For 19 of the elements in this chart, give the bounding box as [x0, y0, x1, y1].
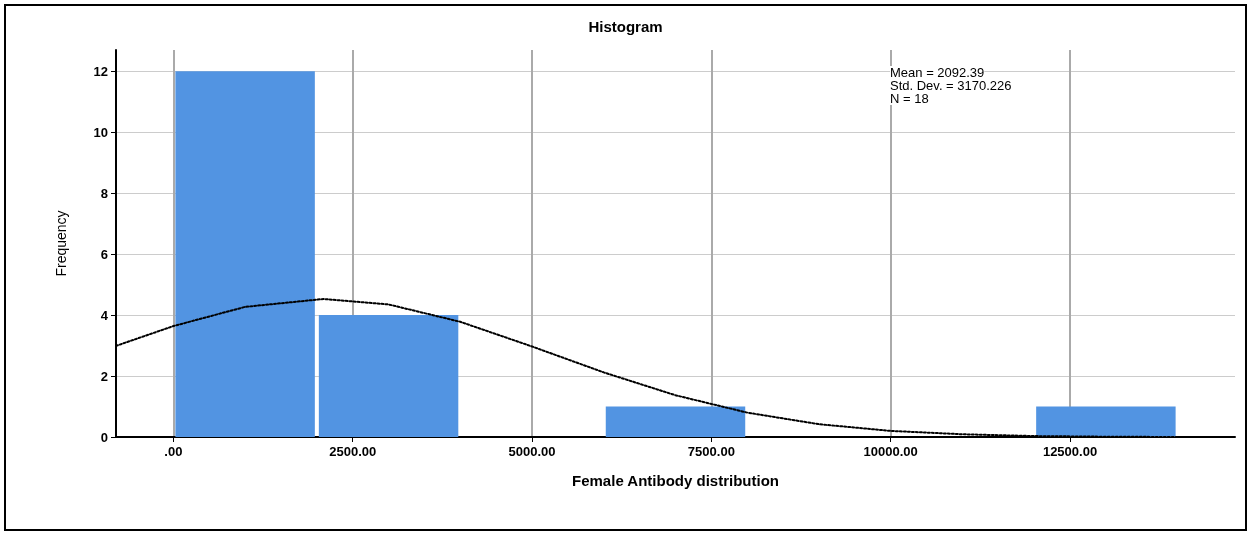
annotation: Std. Dev. = 3170.226	[890, 78, 1012, 93]
x-axis-title: Female Antibody distribution	[572, 472, 779, 489]
y-tick-label: 12	[93, 63, 108, 79]
annotation: Mean = 2092.39	[890, 65, 985, 80]
y-tick-label: 10	[93, 124, 108, 140]
x-tick-label: 7500.00	[687, 444, 735, 459]
chart-title: Histogram	[588, 18, 663, 35]
y-axis-title: Frequency	[53, 210, 69, 277]
x-tick-label: 2500.00	[329, 444, 377, 459]
y-tick-label: 4	[100, 307, 109, 323]
annotation: N = 18	[890, 91, 929, 106]
y-tick-label: 6	[100, 246, 108, 262]
x-tick-label: .00	[164, 444, 183, 459]
y-tick-label: 2	[100, 368, 108, 384]
y-tick-label: 8	[100, 185, 108, 201]
x-tick-label: 5000.00	[508, 444, 556, 459]
x-tick-label: 10000.00	[863, 444, 918, 459]
y-tick-label: 0	[100, 429, 108, 445]
x-tick-label: 12500.00	[1042, 444, 1098, 459]
